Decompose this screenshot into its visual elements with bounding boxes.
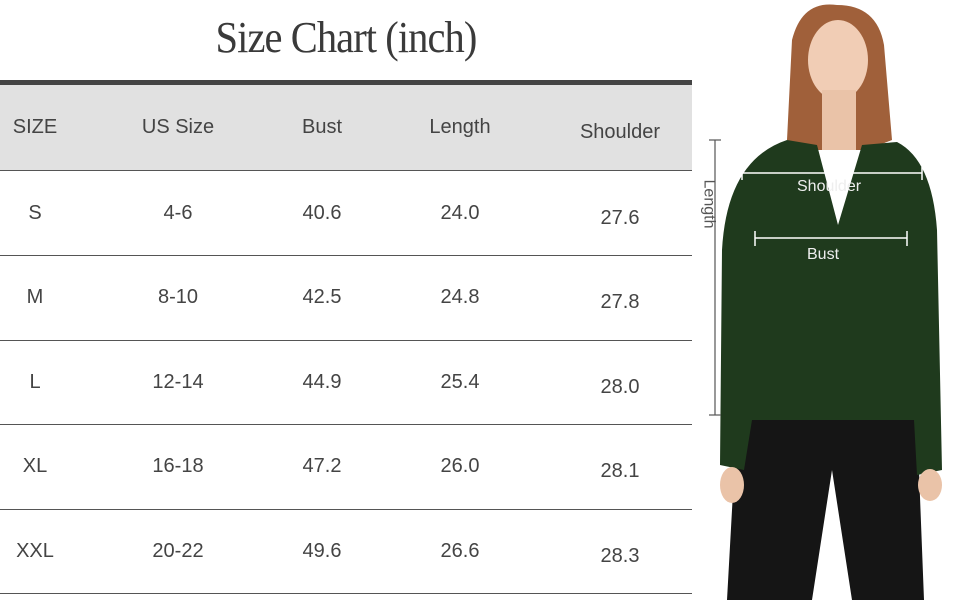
- cell-bust: 40.6: [302, 201, 342, 224]
- cell-length: 24.0: [440, 201, 480, 224]
- cell-bust: 47.2: [302, 455, 342, 478]
- shoulder-label: Shoulder: [797, 178, 862, 195]
- table-row: L 12-14 44.9 25.4 28.0: [0, 340, 692, 426]
- cell-shoulder: 27.8: [600, 291, 640, 314]
- cell-size: L: [29, 370, 41, 393]
- cell-bust: 42.5: [302, 286, 342, 309]
- cell-size: M: [26, 286, 44, 309]
- cell-shoulder: 28.3: [600, 544, 640, 567]
- table-header: SIZE US Size Bust Length Shoulder: [0, 85, 692, 171]
- cell-length: 26.0: [440, 455, 480, 478]
- table-row: S 4-6 40.6 24.0 27.6: [0, 171, 692, 256]
- cell-length: 26.6: [440, 539, 480, 562]
- model-photo: Shoulder Bust: [692, 0, 970, 600]
- cell-bust: 44.9: [302, 370, 342, 393]
- header-us-size: US Size: [141, 116, 215, 138]
- cell-us-size: 12-14: [152, 370, 204, 393]
- cell-bust: 49.6: [302, 539, 342, 562]
- cell-shoulder: 28.0: [600, 375, 640, 398]
- table-row: XXL 20-22 49.6 26.6 28.3: [0, 509, 692, 595]
- cell-us-size: 16-18: [152, 455, 204, 478]
- cell-shoulder: 28.1: [600, 460, 640, 483]
- header-length: Length: [429, 116, 491, 138]
- header-bust: Bust: [301, 116, 343, 138]
- cell-size: XL: [22, 455, 48, 478]
- header-size: SIZE: [12, 116, 58, 138]
- table-row: XL 16-18 47.2 26.0 28.1: [0, 425, 692, 510]
- cell-us-size: 4-6: [163, 201, 193, 224]
- page-title: Size Chart (inch): [215, 13, 478, 62]
- bust-label: Bust: [807, 246, 840, 263]
- cell-size: S: [28, 201, 42, 224]
- cell-length: 25.4: [440, 370, 480, 393]
- cell-shoulder: 27.6: [600, 206, 640, 229]
- cell-us-size: 20-22: [152, 539, 204, 562]
- table-row: M 8-10 42.5 24.8 27.8: [0, 256, 692, 341]
- cell-size: XXL: [16, 539, 54, 562]
- cell-us-size: 8-10: [157, 286, 199, 309]
- header-shoulder: Shoulder: [579, 121, 661, 143]
- table-top-border: [0, 80, 692, 85]
- length-label: Length: [700, 179, 718, 229]
- cell-length: 24.8: [440, 286, 480, 309]
